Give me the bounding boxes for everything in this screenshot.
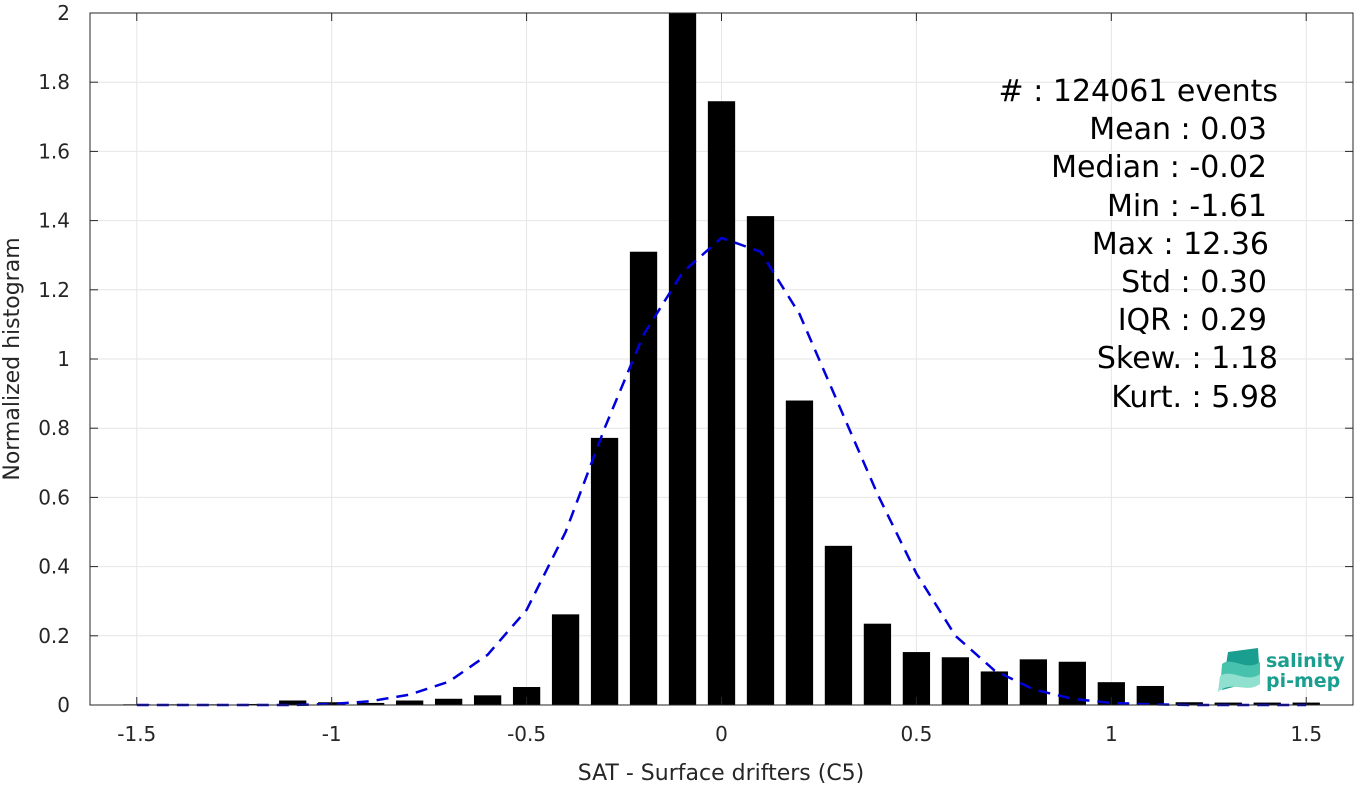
y-tick-label: 2 [57, 1, 70, 25]
y-tick-label: 1.8 [38, 70, 70, 94]
histogram-bar [279, 700, 307, 705]
axis-ticks [90, 12, 1353, 706]
stat-min: Min : -1.61 [1107, 189, 1267, 224]
x-tick-label: 0.5 [901, 722, 933, 746]
stat-events: # : 124061 events [999, 74, 1278, 109]
histogram-bar [941, 657, 970, 705]
wave-icon [1218, 648, 1260, 692]
y-tick-label: 1.4 [38, 209, 70, 233]
stat-skew: Skew. : 1.18 [1097, 341, 1278, 376]
histogram-bar [473, 695, 502, 705]
histogram-bar [396, 700, 424, 705]
x-axis-label: SAT - Surface drifters (C5) [578, 761, 865, 785]
x-tick-label: -1.5 [117, 722, 156, 746]
x-tick-labels: -1.5 -1 -0.5 0 0.5 1 1.5 [117, 722, 1322, 746]
logo-line-2: pi-mep [1266, 670, 1340, 692]
stat-median: Median : -0.02 [1051, 150, 1267, 185]
y-axis-label: Normalized histogram [0, 237, 25, 480]
y-tick-label: 1.6 [38, 139, 70, 163]
histogram-bar [357, 702, 385, 705]
x-tick-label: 0 [715, 722, 728, 746]
histogram-bar [1097, 682, 1125, 705]
histogram-bar [980, 671, 1009, 705]
histogram-bar [1136, 685, 1164, 705]
x-tick-label: -1 [322, 722, 342, 746]
y-tick-label: 0.2 [38, 624, 70, 648]
histogram-bar [1175, 702, 1203, 705]
histogram-bar [1019, 659, 1047, 705]
histogram-bar [590, 437, 619, 705]
stat-iqr: IQR : 0.29 [1118, 303, 1267, 338]
histogram-bar [240, 703, 268, 705]
x-tick-label: -0.5 [507, 722, 546, 746]
histogram-bar [707, 101, 736, 706]
logo-line-1: salinity [1266, 650, 1345, 672]
x-tick-label: 1.5 [1290, 722, 1322, 746]
stat-kurt: Kurt. : 5.98 [1111, 380, 1278, 415]
stats-box: # : 124061 events Mean : 0.03 Median : -… [999, 74, 1278, 415]
histogram-bar [902, 652, 931, 705]
y-tick-label: 1.2 [38, 278, 70, 302]
x-tick-label: 1 [1105, 722, 1118, 746]
histogram-bar [824, 545, 853, 705]
stat-mean: Mean : 0.03 [1089, 112, 1267, 147]
histogram-bar [863, 623, 892, 705]
histogram-bar [746, 216, 775, 706]
y-tick-label: 0.8 [38, 416, 70, 440]
y-tick-label: 0.4 [38, 555, 70, 579]
gaussian-fit-curve [136, 236, 1307, 707]
histogram-bar [1058, 661, 1086, 705]
y-tick-label: 0 [57, 693, 70, 717]
stat-std: Std : 0.30 [1121, 265, 1267, 300]
y-tick-labels: 0 0.2 0.4 0.6 0.8 1 1.2 1.4 1.6 1.8 2 [38, 1, 70, 717]
histogram-bar [512, 687, 541, 705]
histogram-bar [551, 614, 580, 705]
stat-max: Max : 12.36 [1092, 227, 1269, 262]
histogram-bar [668, 13, 697, 705]
histogram-bar [434, 698, 463, 705]
histogram-bar [785, 400, 814, 705]
histogram-bar [629, 251, 658, 706]
y-tick-label: 1 [57, 347, 70, 371]
y-tick-label: 0.6 [38, 485, 70, 509]
salinity-pi-mep-logo: salinity pi-mep [1218, 648, 1345, 692]
